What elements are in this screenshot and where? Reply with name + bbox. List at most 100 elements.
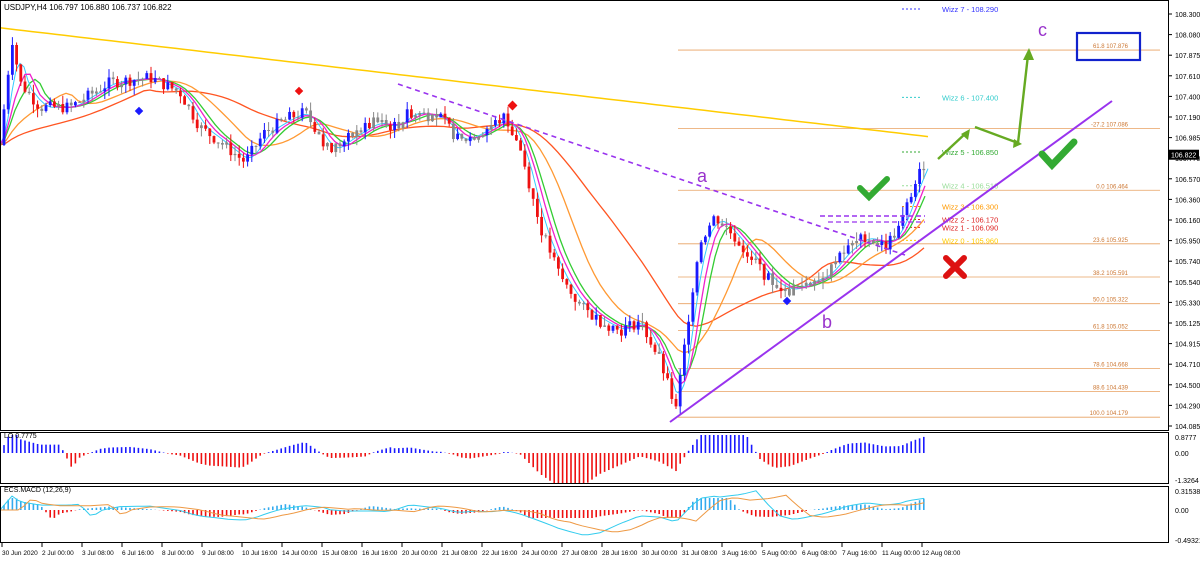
candle-body: [149, 73, 153, 83]
candle-body: [242, 157, 245, 162]
candle-body: [620, 329, 623, 336]
candle-body: [578, 301, 581, 304]
candle-body: [519, 140, 522, 151]
wizz-level-label: Wizz 6 - 107.400: [942, 93, 998, 102]
candle-body: [82, 99, 86, 102]
indicator1-tick-label: 0.8777: [1175, 435, 1197, 442]
candle-body: [258, 138, 262, 147]
indicator1-tick-label: 0.00: [1175, 451, 1189, 458]
candle-body: [111, 77, 115, 80]
candle-body: [657, 351, 661, 354]
candle-body: [771, 273, 774, 285]
candle-body: [804, 282, 808, 286]
candle-body: [515, 135, 518, 141]
candle-body: [918, 168, 921, 184]
candle-body: [36, 104, 39, 109]
candle-body: [729, 226, 732, 234]
candle-body: [6, 74, 10, 110]
candle-body: [452, 123, 455, 140]
arrowhead: [1023, 48, 1034, 60]
candle-body: [586, 303, 590, 311]
y-tick-label: 107.400: [1175, 94, 1200, 101]
uptrend-line: [669, 100, 1113, 423]
candle-body: [53, 101, 56, 107]
y-tick-label: 104.710: [1175, 362, 1200, 369]
candle-body: [905, 202, 909, 215]
candle-body: [641, 321, 644, 323]
candle-body: [750, 256, 753, 260]
candle-body: [872, 240, 875, 244]
candle-body: [510, 126, 514, 136]
candle-body: [456, 133, 459, 140]
y-tick-label: 105.540: [1175, 280, 1200, 287]
x-tick-label: 9 Jul 08:00: [202, 550, 234, 557]
x-tick-label: 3 Aug 16:00: [722, 550, 757, 557]
candle-body: [582, 303, 585, 305]
signal-diamond-blue: [782, 296, 792, 306]
candle-body: [183, 96, 186, 105]
arrowhead: [1013, 139, 1022, 148]
candle-body: [695, 262, 699, 293]
fib-level-label: 78.6 104.668: [1093, 363, 1129, 369]
candle-body: [909, 196, 913, 203]
candle-body: [124, 77, 128, 85]
y-tick-label: 105.330: [1175, 300, 1200, 307]
candle-body: [246, 154, 249, 162]
candle-body: [859, 234, 863, 241]
candle-body: [103, 88, 107, 92]
candle-body: [708, 225, 711, 237]
candle-body: [796, 285, 800, 287]
candle-body: [397, 121, 401, 129]
wizz-level-label: Wizz 5 - 106.850: [942, 148, 998, 157]
candle-body: [376, 117, 380, 123]
y-tick-label: 104.915: [1175, 342, 1200, 349]
candle-body: [153, 78, 157, 83]
candle-body: [741, 245, 745, 253]
candle-body: [498, 120, 501, 124]
candle-body: [363, 122, 367, 133]
candle-body: [662, 353, 665, 374]
x-tick-label: 14 Jul 00:00: [282, 550, 318, 557]
candle-body: [821, 277, 825, 282]
y-tick-label: 107.190: [1175, 115, 1200, 122]
candle-body: [137, 79, 140, 81]
wizz-level-label: Wizz 0 - 105.960: [942, 236, 998, 245]
candle-body: [166, 82, 170, 90]
fib-level-label: 100.0 104.179: [1090, 411, 1129, 417]
candle-body: [120, 84, 123, 88]
candle-body: [762, 264, 766, 280]
candle-body: [422, 112, 426, 114]
candle-body: [145, 73, 149, 79]
candle-body: [132, 80, 136, 86]
candle-body: [439, 113, 443, 118]
candle-body: [830, 264, 833, 278]
candle-body: [292, 111, 296, 118]
x-tick-label: 6 Jul 16:00: [122, 550, 154, 557]
x-tick-label: 30 Jun 2020: [2, 550, 38, 557]
x-tick-label: 2 Jul 00:00: [42, 550, 74, 557]
candle-body: [468, 136, 472, 142]
candle-body: [174, 88, 178, 91]
candle-body: [212, 136, 216, 143]
candle-body: [90, 90, 94, 94]
candle-body: [506, 113, 510, 127]
candle-body: [494, 120, 497, 126]
y-tick-label: 108.300: [1175, 12, 1200, 19]
candle-body: [716, 216, 720, 224]
candle-body: [195, 119, 199, 129]
projection-arrow-1: [937, 132, 967, 160]
y-tick-label: 105.740: [1175, 259, 1200, 266]
y-tick-label: 106.570: [1175, 177, 1200, 184]
candle-body: [733, 233, 737, 242]
candle-body: [552, 252, 556, 258]
candle-body: [338, 143, 342, 147]
candle-body: [876, 243, 879, 246]
x-tick-label: 6 Aug 08:00: [802, 550, 837, 557]
main-panel-frame: [0, 0, 1169, 431]
candle-body: [645, 322, 648, 338]
y-tick-label: 105.125: [1175, 321, 1200, 328]
candle-body: [880, 241, 884, 246]
candle-body: [271, 130, 275, 133]
